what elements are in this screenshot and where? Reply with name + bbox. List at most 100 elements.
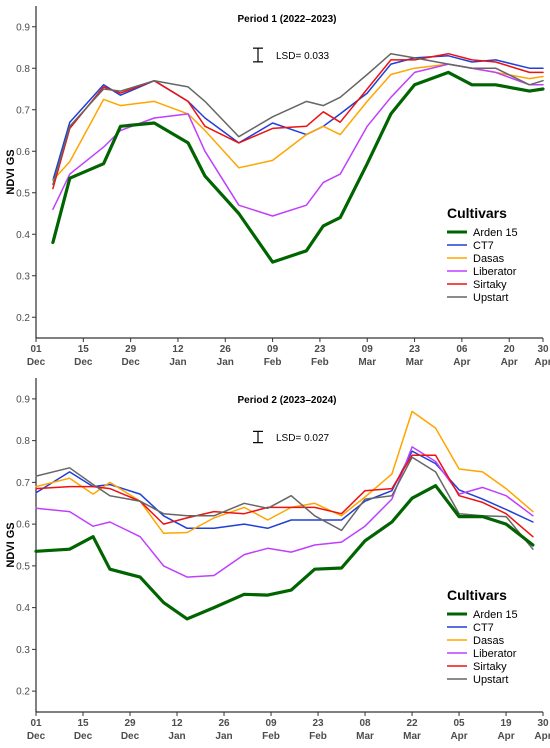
chart-title: Period 2 (2023–2024) <box>238 395 337 406</box>
x-tick-month-label: Feb <box>311 357 329 368</box>
x-tick-day-label: 23 <box>409 344 421 355</box>
legend: Cultivars Arden 15CT7DasasLiberatorSirtak… <box>447 205 518 304</box>
legend-label: Arden 15 <box>473 227 518 239</box>
x-tick-day-label: 09 <box>267 344 279 355</box>
legend-item: Dasas <box>447 253 505 265</box>
y-tick-label: 0.5 <box>16 561 30 572</box>
series-line-liberator <box>52 63 544 217</box>
x-tick-month-label: Jan <box>217 357 234 368</box>
legend-item: CT7 <box>447 622 494 634</box>
series-line-upstart <box>35 456 534 550</box>
x-tick-day-label: 29 <box>125 344 137 355</box>
legend-label: Sirtaky <box>473 279 507 291</box>
x-tick-day-label: 15 <box>77 718 89 729</box>
legend-title: Cultivars <box>447 587 507 603</box>
x-tick-day-label: 20 <box>504 344 516 355</box>
x-tick-day-label: 26 <box>218 718 230 729</box>
chart-panel-1: 0.2 0.3 0.4 0.5 0.6 0.7 0.8 0.9 NDVI GS 01 Dec 15 De… <box>5 6 550 368</box>
legend-item: CT7 <box>447 240 494 252</box>
legend-title: Cultivars <box>447 205 507 221</box>
x-tick-month-label: Apr <box>453 357 470 368</box>
legend-label: Liberator <box>473 266 517 278</box>
x-tick-day-label: 01 <box>30 718 42 729</box>
x-tick-month-label: Feb <box>264 357 282 368</box>
x-tick-day-label: 09 <box>362 344 374 355</box>
y-tick-label: 0.2 <box>16 313 30 324</box>
legend-item: Arden 15 <box>447 609 518 621</box>
y-tick-label: 0.9 <box>16 22 30 33</box>
x-tick-month-label: Feb <box>309 731 327 742</box>
series-line-arden-15 <box>51 70 545 264</box>
x-tick-month-label: Apr <box>534 731 550 742</box>
x-tick-day-label: 15 <box>78 344 90 355</box>
lsd-error-bar <box>253 430 263 444</box>
y-axis-label: NDVI GS <box>5 149 17 194</box>
legend-label: Upstart <box>473 292 508 304</box>
x-tick-month-label: Jan <box>168 731 185 742</box>
x-tick-month-label: Mar <box>358 357 376 368</box>
series-line-ct7 <box>52 55 544 182</box>
x-tick-month-label: Apr <box>450 731 467 742</box>
x-tick-month-label: Dec <box>27 357 46 368</box>
x-tick-month-label: Jan <box>215 731 232 742</box>
y-tick-label: 0.5 <box>16 188 30 199</box>
y-axis-label: NDVI GS <box>5 522 17 567</box>
series-line-upstart <box>52 52 544 186</box>
legend: Cultivars Arden 15CT7DasasLiberatorSirtak… <box>447 587 518 686</box>
legend-item: Sirtaky <box>447 279 507 291</box>
y-tick-label: 0.4 <box>16 230 30 241</box>
x-tick-month-label: Jan <box>169 357 186 368</box>
y-tick-label: 0.6 <box>16 147 30 158</box>
x-tick-day-label: 26 <box>220 344 232 355</box>
x-tick-month-label: Dec <box>27 731 46 742</box>
legend-item: Sirtaky <box>447 661 507 673</box>
x-tick-month-label: Dec <box>121 731 140 742</box>
x-tick-day-label: 23 <box>312 718 324 729</box>
y-tick-label: 0.4 <box>16 603 30 614</box>
x-tick-month-label: Apr <box>534 357 550 368</box>
x-tick-day-label: 30 <box>537 718 549 729</box>
x-tick-month-label: Apr <box>501 357 518 368</box>
x-tick-month-label: Dec <box>74 731 93 742</box>
x-tick-month-label: Dec <box>121 357 140 368</box>
y-tick-label: 0.8 <box>16 436 30 447</box>
x-tick-day-label: 23 <box>314 344 326 355</box>
x-tick-month-label: Mar <box>406 357 424 368</box>
legend-item: Arden 15 <box>447 227 518 239</box>
legend-label: Arden 15 <box>473 609 518 621</box>
chart-panel-2: 0.2 0.3 0.4 0.5 0.6 0.7 0.8 0.9 NDVI GS 01 Dec 15 De… <box>5 378 550 742</box>
series-line-arden-15 <box>34 484 535 621</box>
series-line-sirtaky <box>35 454 534 538</box>
x-tick-day-label: 12 <box>171 718 183 729</box>
legend-label: Sirtaky <box>473 661 507 673</box>
x-tick-month-label: Feb <box>262 731 280 742</box>
x-tick-day-label: 09 <box>265 718 277 729</box>
lsd-error-bar <box>253 47 263 63</box>
x-tick-month-label: Mar <box>356 731 374 742</box>
y-tick-label: 0.6 <box>16 520 30 531</box>
legend-label: Dasas <box>473 253 505 265</box>
legend-item: Upstart <box>447 292 508 304</box>
legend-item: Upstart <box>447 674 508 686</box>
y-tick-label: 0.9 <box>16 394 30 405</box>
x-tick-day-label: 08 <box>359 718 371 729</box>
x-tick-day-label: 30 <box>537 344 549 355</box>
legend-item: Liberator <box>447 648 517 660</box>
lsd-label: LSD= 0.027 <box>276 433 330 444</box>
y-tick-label: 0.3 <box>16 645 30 656</box>
x-tick-month-label: Mar <box>403 731 421 742</box>
series-line-dasas <box>52 63 544 182</box>
legend-item: Liberator <box>447 266 517 278</box>
legend-label: Dasas <box>473 635 505 647</box>
lsd-label: LSD= 0.033 <box>276 51 330 62</box>
legend-label: Liberator <box>473 648 517 660</box>
x-tick-day-label: 12 <box>172 344 184 355</box>
chart-title: Period 1 (2022–2023) <box>238 14 337 25</box>
y-tick-label: 0.7 <box>16 478 30 489</box>
y-tick-label: 0.7 <box>16 105 30 116</box>
x-tick-day-label: 19 <box>501 718 513 729</box>
x-tick-month-label: Apr <box>497 731 514 742</box>
legend-label: CT7 <box>473 622 494 634</box>
x-tick-day-label: 06 <box>456 344 468 355</box>
